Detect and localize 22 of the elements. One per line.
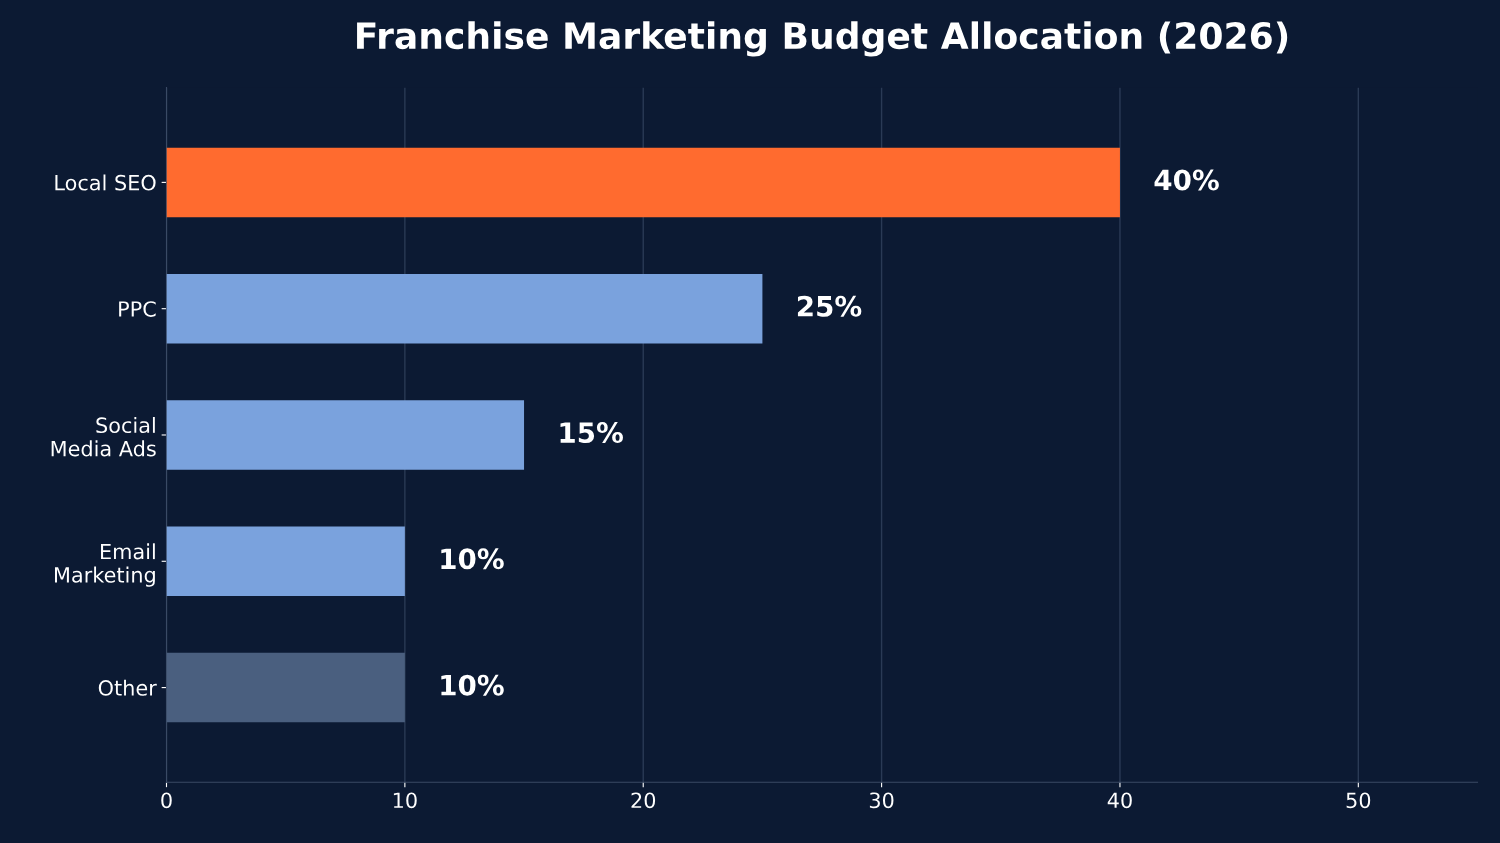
x-tick-label: 30 xyxy=(869,792,894,809)
y-tick-label: Local SEO xyxy=(55,174,156,191)
bar xyxy=(166,273,763,344)
x-tick-label: 20 xyxy=(631,792,656,809)
x-tick-label: 0 xyxy=(161,792,172,809)
data-label: 10% xyxy=(441,674,504,696)
bar xyxy=(166,526,405,597)
y-tick-label: Email Marketing xyxy=(55,543,155,587)
chart-title: Franchise Marketing Budget Allocation (2026) xyxy=(357,21,1288,57)
data-label: 25% xyxy=(797,295,862,317)
x-tick-label: 50 xyxy=(1346,792,1371,809)
data-label: 40% xyxy=(1154,169,1219,191)
y-tick-label: Social Media Ads xyxy=(51,416,156,457)
bar xyxy=(166,400,525,470)
x-tick-label: 10 xyxy=(393,792,417,809)
data-label: 15% xyxy=(560,422,623,444)
y-tick-label: PPC xyxy=(119,301,156,317)
bar xyxy=(166,652,405,723)
bar xyxy=(166,147,1120,218)
x-tick-label: 40 xyxy=(1107,792,1132,809)
y-tick-label: Other xyxy=(98,679,157,696)
data-label: 10% xyxy=(441,548,504,570)
